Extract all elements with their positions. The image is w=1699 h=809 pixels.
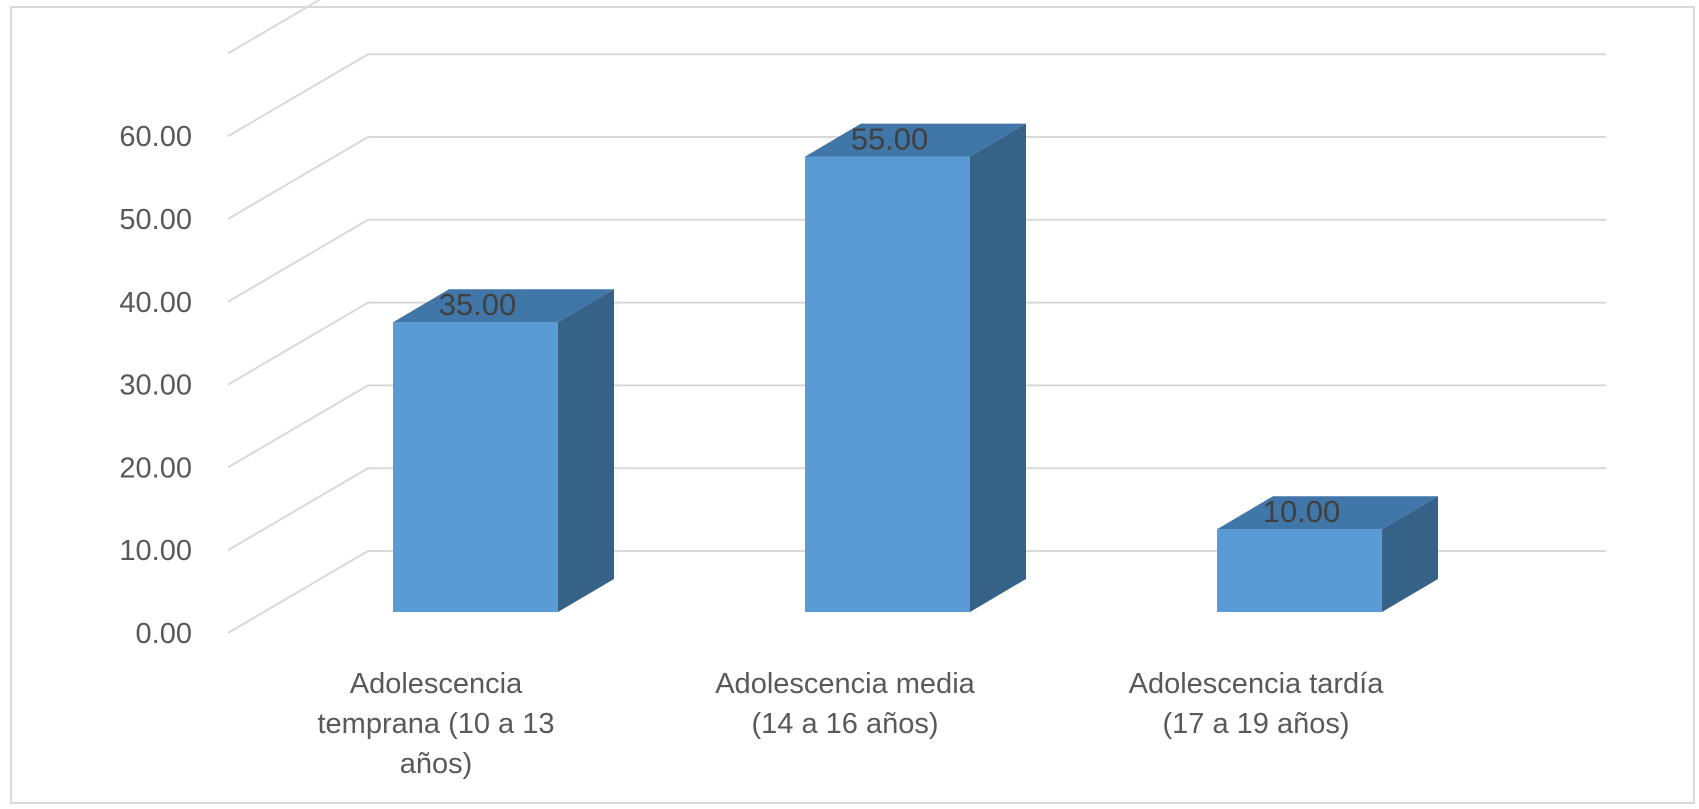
bar-top-face: [805, 123, 1026, 157]
bar-side-face: [970, 123, 1026, 612]
category-labels: Adolescencia temprana (10 a 13 años) Adoles…: [318, 668, 1385, 780]
bar-front-face: [805, 156, 970, 612]
gridline-70: [227, 0, 322, 55]
y-tick-label: 60.00: [119, 121, 192, 153]
gridline-40: [227, 218, 1606, 303]
y-tick-label: 30.00: [119, 370, 192, 402]
gridline-10: [227, 467, 1606, 552]
gridline-60: [227, 53, 1606, 138]
category-label: Adolescencia temprana (10 a 13 años): [318, 668, 555, 780]
bar-3: [1217, 496, 1438, 612]
category-label: Adolescencia tardía (17 a 19 años): [1129, 668, 1385, 740]
bar-1: [393, 289, 614, 612]
bar-side-face: [1382, 496, 1438, 612]
gridline-50: [227, 136, 1606, 220]
y-tick-label: 50.00: [119, 204, 192, 236]
data-label: 10.00: [1263, 494, 1341, 529]
bar-top-face: [1217, 496, 1438, 530]
bar-side-face: [558, 289, 614, 612]
data-label: 55.00: [851, 122, 929, 157]
bar-2: [805, 123, 1026, 612]
data-label: 35.00: [439, 287, 517, 322]
bar-top-face: [393, 289, 614, 323]
bar-front-face: [393, 322, 558, 612]
bar-front-face: [1217, 529, 1382, 612]
gridline-20: [227, 384, 1606, 469]
y-tick-label: 10.00: [119, 535, 192, 567]
gridline-0: [227, 550, 1606, 634]
y-tick-label: 20.00: [119, 452, 192, 484]
y-tick-label: 40.00: [119, 287, 192, 319]
gridlines: [227, 0, 1606, 634]
data-labels: 35.00 55.00 10.00: [439, 122, 1341, 530]
bars: [393, 123, 1438, 612]
gridline-30: [227, 301, 1606, 386]
y-axis-ticks: 0.00 10.00 20.00 30.00 40.00 50.00 60.00: [119, 121, 192, 650]
y-tick-label: 0.00: [136, 618, 192, 650]
category-label: Adolescencia media (14 a 16 años): [715, 668, 975, 740]
